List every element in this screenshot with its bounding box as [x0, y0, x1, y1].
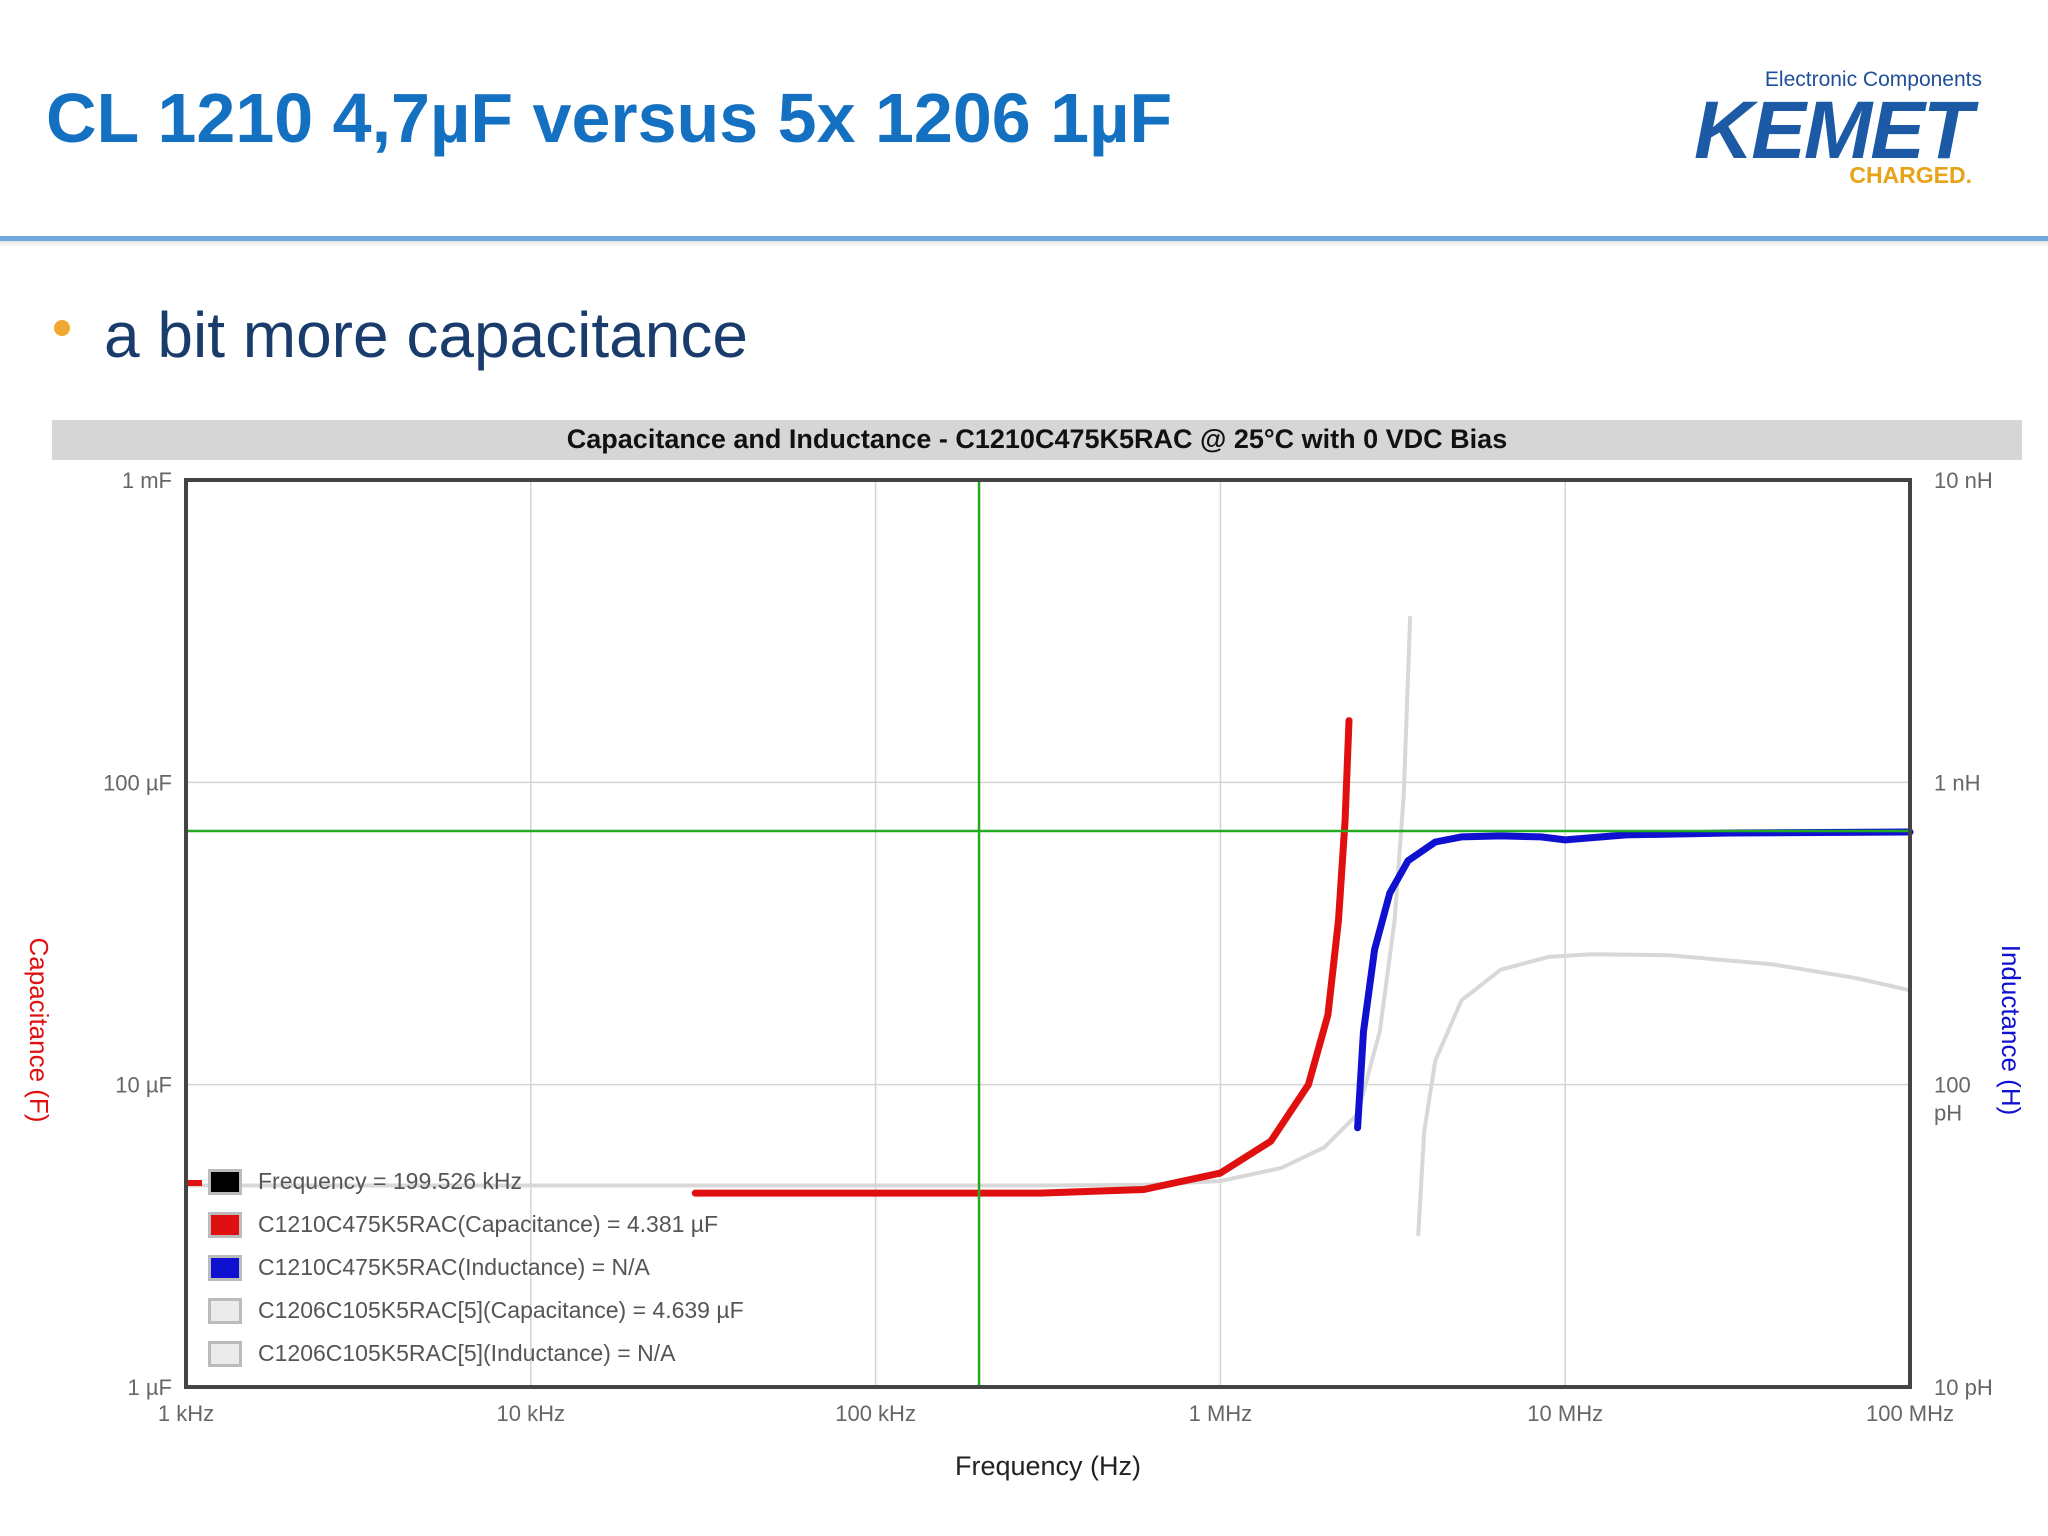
bullet-icon: [54, 320, 70, 336]
plot-frame: [184, 478, 1912, 1389]
y-right-tick-label: 1 nH: [1934, 770, 1980, 795]
header-divider-shadow: [0, 241, 2048, 247]
legend-swatch: [208, 1340, 242, 1367]
legend-swatch: [208, 1297, 242, 1324]
legend-text: Frequency = 199.526 kHz: [258, 1168, 523, 1194]
x-tick-label: 100 MHz: [1866, 1401, 1954, 1426]
legend-item: C1210C475K5RAC(Capacitance) = 4.381 µF: [208, 1203, 744, 1246]
cursor-crosshair: [186, 480, 1910, 1387]
y-right-tick-label: 10 pH: [1934, 1375, 1993, 1400]
y-right-tick-label: 10 nH: [1934, 468, 1993, 493]
legend-item: Frequency = 199.526 kHz: [208, 1160, 744, 1203]
chart-title-bar: [52, 420, 2022, 460]
data-series: [184, 615, 1914, 1237]
series-line: [691, 717, 1353, 1197]
logo-tagline: CHARGED.: [1849, 162, 1972, 188]
y-left-tick-label: 100 µF: [103, 770, 172, 795]
x-tick-label: 10 MHz: [1527, 1401, 1603, 1426]
axis-ticks: 1 kHz 10 kHz 100 kHz 1 MHz 10 MHz 100 MHz 1 µF…: [103, 468, 1993, 1426]
bullet-text: a bit more capacitance: [104, 299, 748, 371]
legend-swatch: [208, 1254, 242, 1281]
grid-lines: [186, 480, 1910, 1387]
series-line: [184, 1112, 1360, 1188]
x-tick-label: 10 kHz: [497, 1401, 565, 1426]
logo-brand: KEMET: [1694, 85, 1973, 176]
x-tick-label: 1 kHz: [158, 1401, 214, 1426]
logo-subtitle: Electronic Components: [1764, 68, 1982, 91]
x-tick-label: 100 kHz: [835, 1401, 916, 1426]
header-divider: [0, 236, 2048, 241]
slide-title: CL 1210 4,7µF versus 5x 1206 1µF: [46, 79, 1173, 157]
y-axis-right-label: Inductance (H): [1996, 945, 2026, 1116]
legend: Frequency = 199.526 kHz C1210C475K5RAC(C…: [208, 1160, 744, 1375]
series-line: [1354, 828, 1914, 1132]
chart-title: Capacitance and Inductance - C1210C475K5…: [567, 424, 1507, 454]
y-right-tick-label: pH: [1934, 1101, 1962, 1126]
series-line: [1355, 615, 1413, 1116]
y-left-tick-label: 1 mF: [122, 468, 172, 493]
series-line: [1416, 952, 1912, 1237]
legend-text: C1206C105K5RAC[5](Inductance) = N/A: [258, 1340, 676, 1366]
legend-item: C1206C105K5RAC[5](Inductance) = N/A: [208, 1332, 744, 1375]
plot-area: [186, 480, 1910, 1387]
x-axis-label: Frequency (Hz): [955, 1451, 1141, 1481]
legend-item: C1210C475K5RAC(Inductance) = N/A: [208, 1246, 744, 1289]
legend-text: C1210C475K5RAC(Inductance) = N/A: [258, 1254, 650, 1280]
legend-swatch: [208, 1168, 242, 1195]
kemet-logo: Electronic Components KEMET CHARGED.: [1690, 66, 1990, 196]
legend-text: C1206C105K5RAC[5](Capacitance) = 4.639 µ…: [258, 1297, 744, 1323]
legend-swatch: [208, 1211, 242, 1238]
x-tick-label: 1 MHz: [1189, 1401, 1253, 1426]
capacitance-inductance-chart: Capacitance and Inductance - C1210C475K5…: [24, 420, 2026, 1481]
y-right-tick-label: 100: [1934, 1073, 1971, 1098]
y-left-tick-label: 10 µF: [115, 1073, 172, 1098]
legend-item: C1206C105K5RAC[5](Capacitance) = 4.639 µ…: [208, 1289, 744, 1332]
legend-text: C1210C475K5RAC(Capacitance) = 4.381 µF: [258, 1211, 719, 1237]
y-axis-left-label: Capacitance (F): [24, 938, 54, 1123]
y-left-tick-label: 1 µF: [128, 1375, 172, 1400]
